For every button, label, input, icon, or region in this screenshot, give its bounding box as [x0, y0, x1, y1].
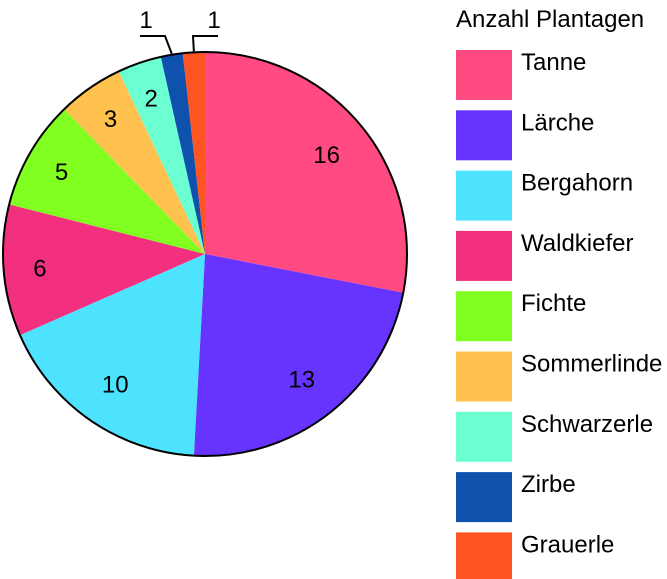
data-label-waldkiefer: 6 — [33, 256, 46, 283]
legend-label-tanne: Tanne — [521, 49, 586, 76]
legend-label-schwarzerle: Schwarzerle — [521, 411, 653, 438]
pie-slice-fichte — [9, 109, 205, 254]
legend-swatch-zirbe — [456, 472, 512, 523]
pie-slice-tanne — [205, 52, 407, 293]
legend-swatch-lrche — [456, 110, 512, 161]
legend-label-zirbe: Zirbe — [521, 471, 576, 498]
legend-label-lrche: Lärche — [521, 109, 594, 136]
legend-swatch-sommerlinde — [456, 351, 512, 402]
data-label-fichte: 5 — [55, 159, 68, 186]
pie-slice-sommerlinde — [64, 71, 205, 254]
legend-swatch-grauerle — [456, 532, 512, 579]
data-label-tanne: 16 — [313, 142, 340, 169]
legend-swatch-bergahorn — [456, 170, 512, 221]
legend-swatch-waldkiefer — [456, 230, 512, 281]
legend-label-bergahorn: Bergahorn — [521, 170, 633, 197]
data-label-zirbe: 1 — [139, 7, 152, 34]
pie-slice-grauerle — [182, 52, 205, 254]
data-label-bergahorn: 10 — [102, 371, 129, 398]
pie-slice-waldkiefer — [2, 204, 205, 336]
pie-slice-lrche — [193, 254, 404, 456]
data-label-sommerlinde: 3 — [104, 106, 117, 133]
data-label-schwarzerle: 2 — [145, 85, 158, 112]
legend-swatch-schwarzerle — [456, 411, 512, 462]
legend-swatch-fichte — [456, 291, 512, 342]
legend-label-grauerle: Grauerle — [521, 531, 614, 558]
leader-line-grauerle — [191, 35, 218, 52]
pie-slice-schwarzerle — [118, 56, 205, 254]
data-label-grauerle: 1 — [207, 7, 220, 34]
legend: Anzahl Plantagen Tanne Lärche Bergahorn Wal… — [456, 6, 662, 579]
legend-label-sommerlinde: Sommerlinde — [521, 351, 662, 378]
data-label-lrche: 13 — [288, 366, 315, 393]
pie-outline — [2, 51, 408, 457]
leader-line-zirbe — [140, 35, 173, 55]
pie-slices — [2, 51, 408, 457]
data-labels: 16 13 10 6 5 3 2 1 1 — [33, 7, 340, 398]
legend-title: Anzahl Plantagen — [456, 6, 644, 33]
pie-slice-zirbe — [160, 53, 205, 255]
pie-slice-bergahorn — [20, 254, 205, 456]
legend-label-waldkiefer: Waldkiefer — [521, 230, 633, 257]
legend-swatch-tanne — [456, 50, 512, 100]
legend-label-fichte: Fichte — [521, 290, 586, 317]
